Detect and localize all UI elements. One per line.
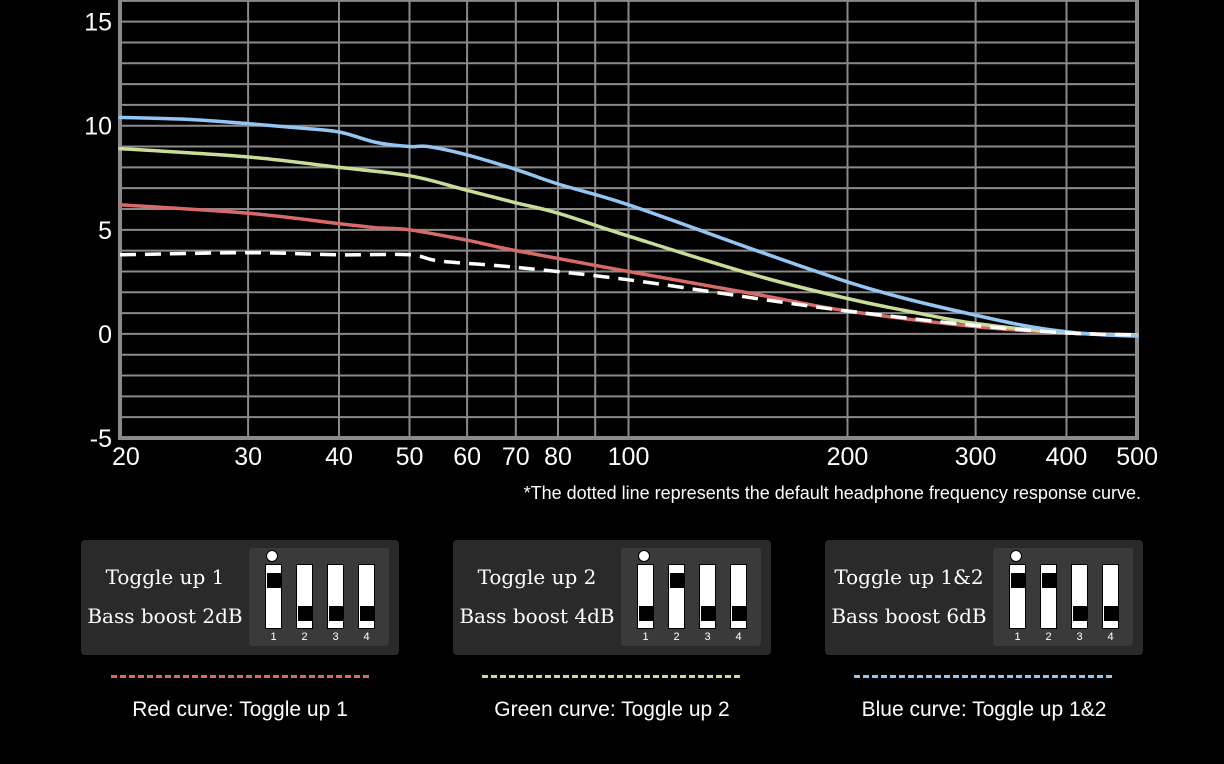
y-tick-label: 5 xyxy=(98,217,112,245)
dip-switch-4[interactable] xyxy=(358,564,375,629)
x-tick-label: 200 xyxy=(827,443,869,470)
x-tick-label: 300 xyxy=(955,443,997,470)
default-line xyxy=(119,250,1138,337)
switch-knob xyxy=(670,573,685,588)
x-tick-label: 20 xyxy=(112,443,140,470)
x-tick-label: 80 xyxy=(544,443,572,470)
card-subtitle: Bass boost 6dB xyxy=(831,604,987,628)
toggle-card-2: Toggle up 2 Bass boost 4dB 1 2 3 4 xyxy=(453,540,771,655)
dip-switch-3[interactable] xyxy=(1071,564,1088,629)
switch-number: 1 xyxy=(642,631,649,643)
x-tick-label: 60 xyxy=(453,443,481,470)
card-title: Toggle up 2 xyxy=(477,565,597,589)
switch-number: 3 xyxy=(332,631,339,643)
switch-number: 4 xyxy=(735,631,742,643)
switch-knob xyxy=(329,606,344,621)
frequency-response-chart: -5 0 5 10 15 20 30 40 50 60 70 80 100 200 300 400 500 xyxy=(84,0,1158,470)
blue-curve-line xyxy=(118,115,1139,338)
blue-curve-legend-label: Blue curve: Toggle up 1&2 xyxy=(861,698,1107,721)
dip-switch-4[interactable] xyxy=(730,564,747,629)
switch-number: 2 xyxy=(673,631,680,643)
blue-curve-legend-line xyxy=(854,675,1112,678)
dip-switch-3[interactable] xyxy=(699,564,716,629)
dip-switch-panel: 1 2 3 4 xyxy=(993,548,1133,646)
switch-knob xyxy=(360,606,375,621)
card-title: Toggle up 1 xyxy=(105,565,225,589)
dip-switch-1[interactable] xyxy=(637,564,654,629)
toggle-card-3: Toggle up 1&2 Bass boost 6dB 1 2 3 4 xyxy=(825,540,1143,655)
red-curve-legend-line xyxy=(111,675,369,678)
card-title: Toggle up 1&2 xyxy=(834,565,984,589)
switch-knob xyxy=(701,606,716,621)
dip-switch-1[interactable] xyxy=(1009,564,1026,629)
dip-switch-2[interactable] xyxy=(1040,564,1057,629)
switch-number: 3 xyxy=(1076,631,1083,643)
green-curve-line xyxy=(118,146,1139,337)
switch-number: 2 xyxy=(301,631,308,643)
x-tick-label: 400 xyxy=(1046,443,1088,470)
red-curve-legend-label: Red curve: Toggle up 1 xyxy=(132,698,348,721)
switch-knob xyxy=(732,606,747,621)
dip-switch-3[interactable] xyxy=(327,564,344,629)
x-tick-label: 100 xyxy=(608,443,650,470)
y-tick-label: 15 xyxy=(84,9,112,37)
switch-number: 4 xyxy=(1107,631,1114,643)
switch-knob xyxy=(1011,573,1026,588)
card-subtitle: Bass boost 4dB xyxy=(459,604,615,628)
y-tick-label: 0 xyxy=(98,321,112,349)
switch-knob xyxy=(267,573,282,588)
pin-1-dot-icon xyxy=(1010,550,1022,562)
switch-knob xyxy=(639,606,654,621)
switch-number: 1 xyxy=(270,631,277,643)
dip-switch-2[interactable] xyxy=(668,564,685,629)
switch-knob xyxy=(298,606,313,621)
green-curve-legend-line xyxy=(482,675,740,678)
switch-knob xyxy=(1042,573,1057,588)
dip-switch-2[interactable] xyxy=(296,564,313,629)
x-tick-label: 70 xyxy=(502,443,530,470)
switch-number: 2 xyxy=(1045,631,1052,643)
switch-number: 4 xyxy=(363,631,370,643)
x-tick-label: 50 xyxy=(396,443,424,470)
switch-knob xyxy=(1073,606,1088,621)
card-subtitle: Bass boost 2dB xyxy=(87,604,243,628)
y-tick-label: 10 xyxy=(84,113,112,141)
green-curve-legend-label: Green curve: Toggle up 2 xyxy=(494,698,730,721)
switch-knob xyxy=(1104,606,1119,621)
x-tick-label: 500 xyxy=(1116,443,1158,470)
dip-switch-1[interactable] xyxy=(265,564,282,629)
dip-switch-panel: 1 2 3 4 xyxy=(249,548,389,646)
x-tick-label: 30 xyxy=(234,443,262,470)
y-tick-label: -5 xyxy=(90,425,112,453)
toggle-card-1: Toggle up 1 Bass boost 2dB 1 2 3 4 xyxy=(81,540,399,655)
dip-switch-4[interactable] xyxy=(1102,564,1119,629)
switch-number: 1 xyxy=(1014,631,1021,643)
dip-switch-panel: 1 2 3 4 xyxy=(621,548,761,646)
pin-1-dot-icon xyxy=(266,550,278,562)
chart-footnote: *The dotted line represents the default … xyxy=(523,483,1141,503)
switch-number: 3 xyxy=(704,631,711,643)
x-tick-label: 40 xyxy=(325,443,353,470)
pin-1-dot-icon xyxy=(638,550,650,562)
